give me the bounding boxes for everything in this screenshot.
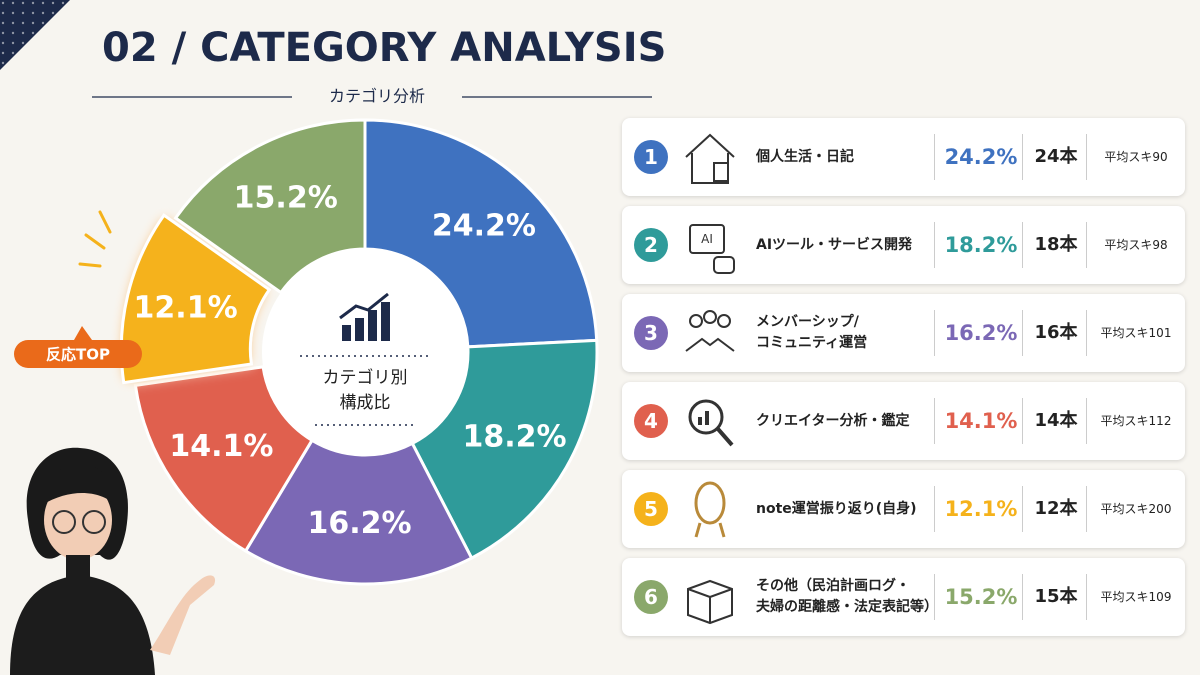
- average-likes: 平均スキ109: [1100, 590, 1172, 604]
- slice-label: 18.2%: [463, 419, 567, 454]
- slice-label: 16.2%: [308, 506, 412, 541]
- chart-title: 02 / CATEGORY ANALYSIS: [102, 25, 666, 71]
- separator: [934, 398, 935, 444]
- category-share: 15.2%: [944, 585, 1018, 609]
- corner-dots: [0, 0, 70, 70]
- category-icon: [687, 579, 733, 625]
- slice-label: 24.2%: [432, 208, 536, 243]
- rank-badge: 1: [634, 140, 668, 174]
- center-label: カテゴリ別: [323, 367, 408, 388]
- post-count: 14本: [1034, 410, 1078, 431]
- separator: [1022, 134, 1023, 180]
- rank-badge: 6: [634, 580, 668, 614]
- category-share: 16.2%: [944, 321, 1018, 345]
- category-name: メンバーシップ/ コミュニティ運営: [756, 314, 868, 351]
- average-likes: 平均スキ200: [1100, 502, 1172, 516]
- separator: [1086, 398, 1087, 444]
- slice: [173, 118, 367, 295]
- slice-label: 15.2%: [234, 180, 338, 215]
- slice-label: 14.1%: [169, 429, 273, 464]
- category-share: 12.1%: [944, 497, 1018, 521]
- slice: [119, 213, 272, 385]
- separator: [934, 574, 935, 620]
- separator: [1086, 134, 1087, 180]
- category-name: 個人生活・日記: [756, 148, 854, 165]
- average-likes: 平均スキ112: [1100, 414, 1172, 428]
- post-count: 12本: [1034, 498, 1078, 519]
- category-icon: [688, 399, 734, 447]
- donut-center: [262, 249, 468, 455]
- separator: [1022, 574, 1023, 620]
- separator: [1022, 310, 1023, 356]
- character: [10, 447, 216, 675]
- category-row: 5 note運営振り返り(自身) 12.1% 12本 平均スキ200: [622, 470, 1185, 548]
- category-icon: [694, 481, 726, 538]
- rank-badge: 4: [634, 404, 668, 438]
- post-count: 24本: [1034, 146, 1078, 167]
- post-count: 16本: [1034, 322, 1078, 343]
- average-likes: 平均スキ101: [1100, 326, 1172, 340]
- slice-label: 12.1%: [134, 290, 238, 325]
- category-name: その他（民泊計画ログ・ 夫婦の距離感・法定表記等）: [756, 578, 938, 615]
- subtitle: カテゴリ分析: [329, 87, 425, 106]
- average-likes: 平均スキ98: [1104, 238, 1168, 252]
- callout: 反応TOP: [46, 346, 110, 364]
- separator: [1086, 574, 1087, 620]
- separator: [934, 486, 935, 532]
- category-icon: AI: [689, 224, 735, 274]
- separator: [1086, 310, 1087, 356]
- separator: [1022, 398, 1023, 444]
- category-icon: [685, 310, 735, 352]
- svg-text:AI: AI: [701, 232, 713, 246]
- category-share: 24.2%: [944, 145, 1018, 169]
- rank-badge: 3: [634, 316, 668, 350]
- burst: [78, 210, 112, 268]
- separator: [934, 134, 935, 180]
- category-row: 4 クリエイター分析・鑑定 14.1% 14本 平均スキ112: [622, 382, 1185, 460]
- rank-badge: 2: [634, 228, 668, 262]
- callout-bubble: [13, 326, 142, 368]
- category-share: 18.2%: [944, 233, 1018, 257]
- separator: [1086, 222, 1087, 268]
- rank-badge: 5: [634, 492, 668, 526]
- separator: [1022, 486, 1023, 532]
- category-name: AIツール・サービス開発: [756, 236, 913, 253]
- center-label: 構成比: [340, 393, 391, 413]
- category-row: 2 AI AIツール・サービス開発 18.2% 18本 平均スキ98: [622, 206, 1185, 284]
- category-share: 14.1%: [944, 409, 1018, 433]
- separator: [1086, 486, 1087, 532]
- separator: [934, 310, 935, 356]
- category-name: クリエイター分析・鑑定: [756, 412, 910, 429]
- category-row: 6 その他（民泊計画ログ・ 夫婦の距離感・法定表記等） 15.2% 15本 平均スキ10…: [622, 558, 1185, 636]
- post-count: 18本: [1034, 234, 1078, 255]
- category-row: 3 メンバーシップ/ コミュニティ運営 16.2% 16本 平均スキ101: [622, 294, 1185, 372]
- chart-icon: [339, 292, 390, 341]
- category-icon: [685, 133, 735, 184]
- separator: [934, 222, 935, 268]
- separator: [1022, 222, 1023, 268]
- average-likes: 平均スキ90: [1104, 150, 1168, 164]
- category-row: 1 個人生活・日記 24.2% 24本 平均スキ90: [622, 118, 1185, 196]
- post-count: 15本: [1034, 586, 1078, 607]
- category-name: note運営振り返り(自身): [756, 500, 917, 517]
